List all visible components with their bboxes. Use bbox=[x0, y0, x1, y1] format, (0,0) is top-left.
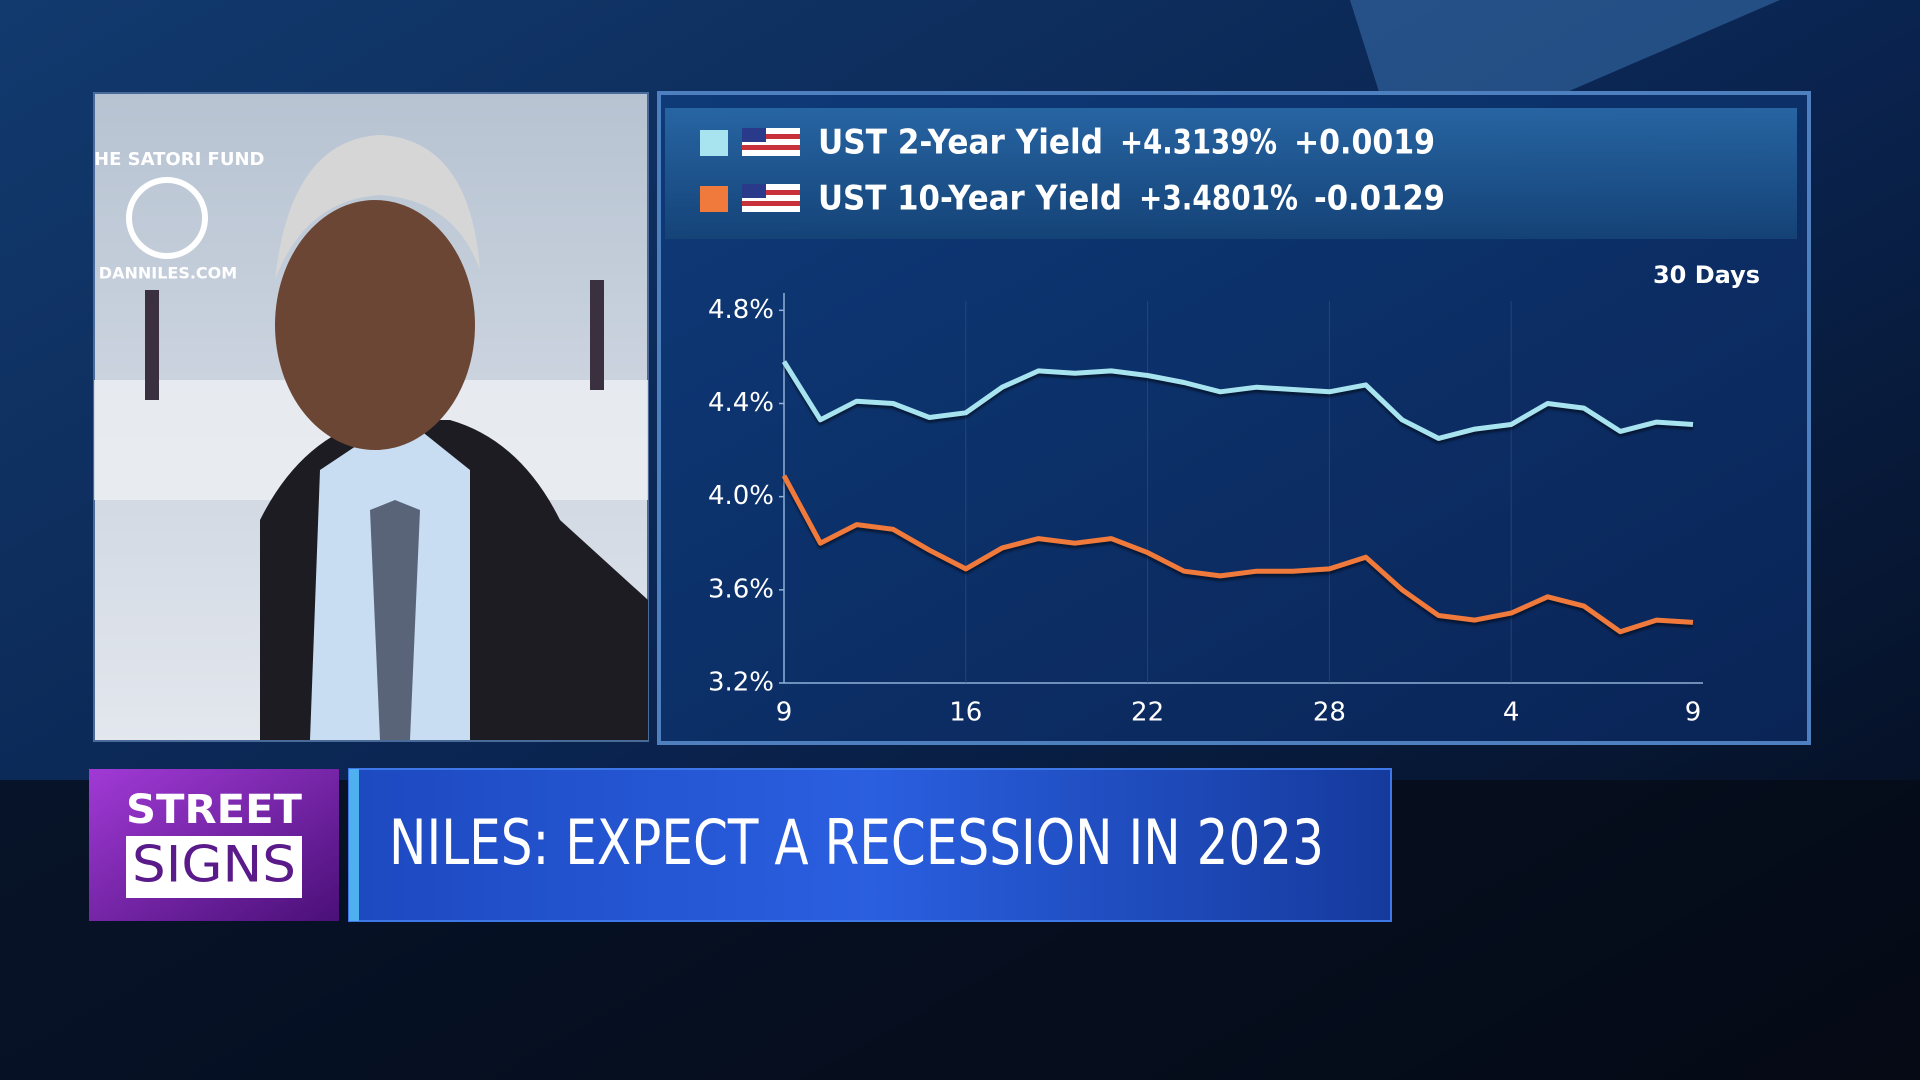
y-tick-label: 4.8% bbox=[708, 295, 774, 325]
decor bbox=[1350, 0, 1780, 95]
flag-stripe bbox=[742, 145, 800, 150]
logo bbox=[126, 177, 208, 259]
legend-name: UST 10-Year Yield bbox=[818, 179, 1122, 219]
show-plate bbox=[126, 836, 302, 898]
face bbox=[275, 200, 475, 450]
bridge-tower bbox=[145, 290, 159, 400]
series-line bbox=[781, 360, 1694, 441]
x-tick-label: 16 bbox=[949, 698, 982, 728]
annotation: 30 Days bbox=[1653, 261, 1760, 289]
fund-name: HE SATORI FUND bbox=[94, 149, 264, 170]
flag bbox=[742, 128, 800, 212]
chart-panel: UST 2-Year Yield +4.3139% +0.0019 UST 10… bbox=[657, 91, 1811, 745]
bridge-tower bbox=[590, 280, 604, 390]
hair bbox=[275, 135, 480, 280]
video-panel: HE SATORI FUND DANNILES.COM bbox=[93, 92, 649, 742]
legend-name: UST 2-Year Yield bbox=[818, 123, 1103, 163]
x-tick-label: 9 bbox=[776, 698, 793, 728]
y-tick-label: 4.0% bbox=[708, 481, 774, 511]
y-tick-label: 3.6% bbox=[708, 574, 774, 604]
legend-change: +0.0019 bbox=[1294, 123, 1435, 163]
x-tick-label: 4 bbox=[1503, 698, 1520, 728]
legend-header bbox=[665, 108, 1797, 239]
x-tick-label: 28 bbox=[1313, 698, 1346, 728]
legend-quote: +3.4801% bbox=[1139, 179, 1298, 219]
legend-quote: +4.3139% bbox=[1120, 123, 1277, 163]
x-tick-label: 9 bbox=[1685, 698, 1702, 728]
flag-stripe bbox=[742, 134, 800, 139]
flag-canton bbox=[742, 128, 766, 142]
flag-stripe bbox=[742, 201, 800, 206]
series-line bbox=[781, 474, 1694, 635]
show-name: SIGNS bbox=[132, 836, 296, 894]
legend-swatch bbox=[700, 130, 728, 156]
legend-swatch bbox=[700, 186, 728, 212]
flag-canton bbox=[742, 184, 766, 198]
headline-accent bbox=[349, 769, 359, 921]
y-tick-label: 3.2% bbox=[708, 668, 774, 698]
show-name: STREET bbox=[126, 787, 303, 833]
lower-third: STREET SIGNS NILES: EXPECT A RECESSION I… bbox=[89, 768, 1392, 922]
tie bbox=[370, 500, 420, 740]
flag-stripe bbox=[742, 190, 800, 195]
legend-change: -0.0129 bbox=[1314, 179, 1445, 219]
website: DANNILES.COM bbox=[99, 264, 237, 283]
x-tick-label: 22 bbox=[1131, 698, 1164, 728]
headline: NILES: EXPECT A RECESSION IN 2023 bbox=[389, 806, 1324, 879]
y-tick-label: 4.4% bbox=[708, 388, 774, 418]
